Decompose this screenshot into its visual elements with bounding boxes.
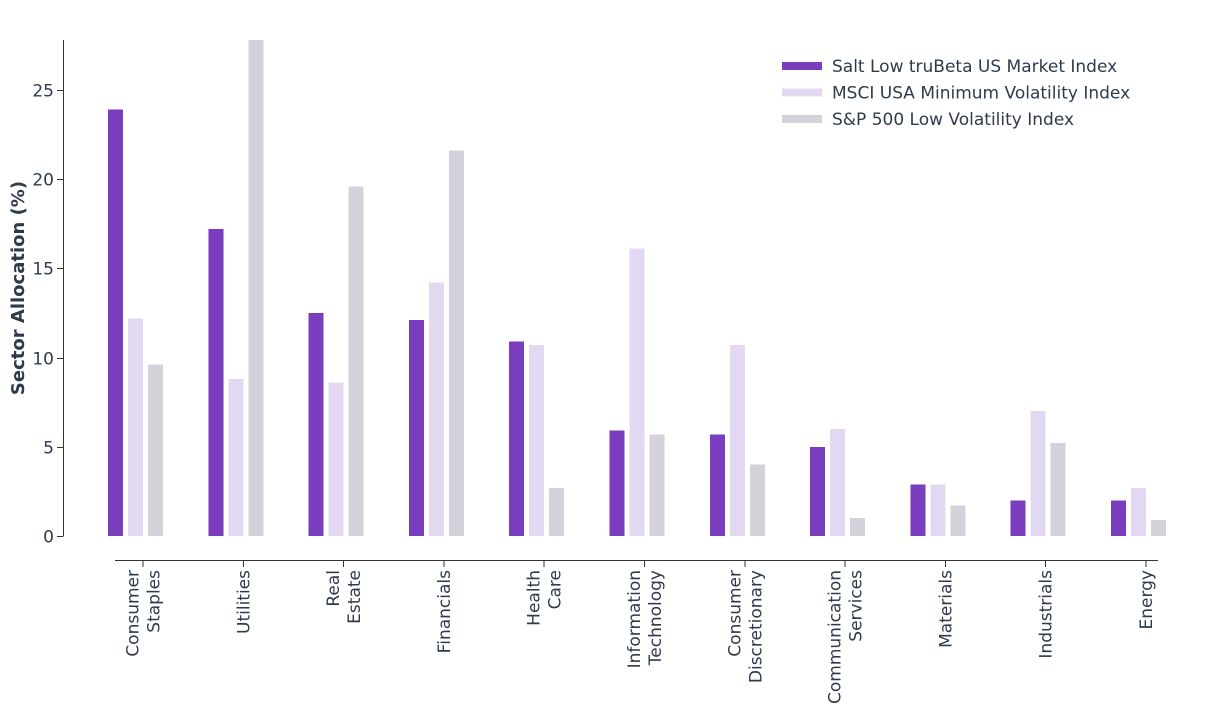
bar-series-1-cat-11 xyxy=(1111,500,1126,536)
x-tick-label-line: Real xyxy=(324,570,344,607)
bar-series-2-cat-8 xyxy=(830,428,846,536)
bar-series-3-cat-5 xyxy=(549,487,565,536)
bar-series-3-cat-4 xyxy=(448,150,464,536)
bar-series-1-cat-6 xyxy=(609,430,625,536)
x-tick-label: ConsumerStaples xyxy=(124,570,165,657)
x-tick-label-line: Information xyxy=(625,570,645,668)
bar-series-3-cat-10 xyxy=(1050,443,1066,536)
x-tick-label-line: Materials xyxy=(936,570,956,648)
legend-swatch xyxy=(782,62,822,70)
x-tick-label: Energy xyxy=(1137,570,1157,630)
x-tick-label: ConsumerDiscretionary xyxy=(725,570,766,683)
y-tick-label: 15 xyxy=(32,260,54,280)
bar-series-2-cat-1 xyxy=(128,318,143,536)
bar-series-3-cat-2 xyxy=(248,40,264,536)
bar-series-2-cat-5 xyxy=(529,345,545,536)
legend-label: Salt Low truBeta US Market Index xyxy=(832,57,1117,77)
x-tick-label-line: Industrials xyxy=(1037,570,1057,659)
x-tick-label-line: Financials xyxy=(435,570,455,653)
bar-series-2-cat-7 xyxy=(729,345,745,536)
bar-series-1-cat-9 xyxy=(910,484,926,536)
bars-layer xyxy=(108,40,1166,537)
bar-series-3-cat-3 xyxy=(348,186,364,537)
x-tick-label: CommunicationServices xyxy=(826,570,867,704)
x-ticks: ConsumerStaples Utilities RealEstate Financ… xyxy=(124,560,1157,704)
x-tick-label-line: Consumer xyxy=(725,570,745,657)
y-tick-label: 5 xyxy=(43,439,54,459)
bar-series-1-cat-8 xyxy=(810,446,826,536)
bar-series-2-cat-6 xyxy=(629,248,645,536)
x-tick-label-line: Communication xyxy=(826,570,846,704)
x-tick-label-line: Services xyxy=(847,570,867,642)
bar-series-1-cat-1 xyxy=(108,109,123,536)
x-tick-label-line: Technology xyxy=(646,570,666,666)
x-tick-label-line: Staples xyxy=(145,570,165,633)
x-tick-label: Financials xyxy=(435,570,455,653)
legend-swatch xyxy=(782,88,822,97)
y-ticks: 0 5 10 15 20 25 xyxy=(32,82,64,548)
legend-swatch xyxy=(782,115,822,123)
bar-series-1-cat-4 xyxy=(408,320,424,536)
bar-series-2-cat-9 xyxy=(930,484,946,536)
legend-label: S&P 500 Low Volatility Index xyxy=(832,110,1074,130)
y-tick-label: 10 xyxy=(32,350,54,370)
bar-series-2-cat-2 xyxy=(228,379,244,536)
x-tick-label-line: Discretionary xyxy=(746,570,766,683)
bar-series-1-cat-3 xyxy=(308,313,324,536)
bar-series-2-cat-10 xyxy=(1030,411,1046,536)
x-tick-label-line: Health xyxy=(525,570,545,626)
x-tick-label: Utilities xyxy=(234,570,254,634)
bar-series-1-cat-10 xyxy=(1010,500,1026,536)
bar-series-1-cat-7 xyxy=(709,434,725,536)
x-tick-label: RealEstate xyxy=(324,570,365,624)
bar-series-3-cat-11 xyxy=(1151,519,1166,536)
bar-series-1-cat-5 xyxy=(509,341,525,536)
bar-series-2-cat-11 xyxy=(1131,487,1146,536)
legend: Salt Low truBeta US Market Index MSCI USA… xyxy=(782,57,1130,130)
y-tick-label: 20 xyxy=(32,171,54,191)
bar-series-3-cat-8 xyxy=(850,518,866,536)
y-tick-label: 25 xyxy=(32,82,54,102)
x-tick-label-line: Consumer xyxy=(124,570,144,657)
x-tick-label: Industrials xyxy=(1037,570,1057,659)
x-tick-label: HealthCare xyxy=(525,570,566,626)
x-tick-label-line: Utilities xyxy=(234,570,254,634)
bar-series-3-cat-9 xyxy=(950,505,966,536)
x-tick-label-line: Energy xyxy=(1137,570,1157,630)
x-tick-label: InformationTechnology xyxy=(625,570,666,668)
y-axis-label: Sector Allocation (%) xyxy=(8,181,29,395)
bar-series-1-cat-2 xyxy=(208,229,224,536)
bar-series-2-cat-3 xyxy=(328,382,344,536)
legend-label: MSCI USA Minimum Volatility Index xyxy=(832,84,1130,104)
x-tick-label-line: Estate xyxy=(345,570,365,624)
x-tick-label-line: Care xyxy=(546,570,566,609)
y-tick-label: 0 xyxy=(43,528,54,548)
bar-series-3-cat-1 xyxy=(148,364,163,536)
bar-series-2-cat-4 xyxy=(428,282,444,536)
x-tick-label: Materials xyxy=(936,570,956,648)
bar-series-3-cat-7 xyxy=(749,464,765,536)
bar-series-3-cat-6 xyxy=(649,434,665,536)
